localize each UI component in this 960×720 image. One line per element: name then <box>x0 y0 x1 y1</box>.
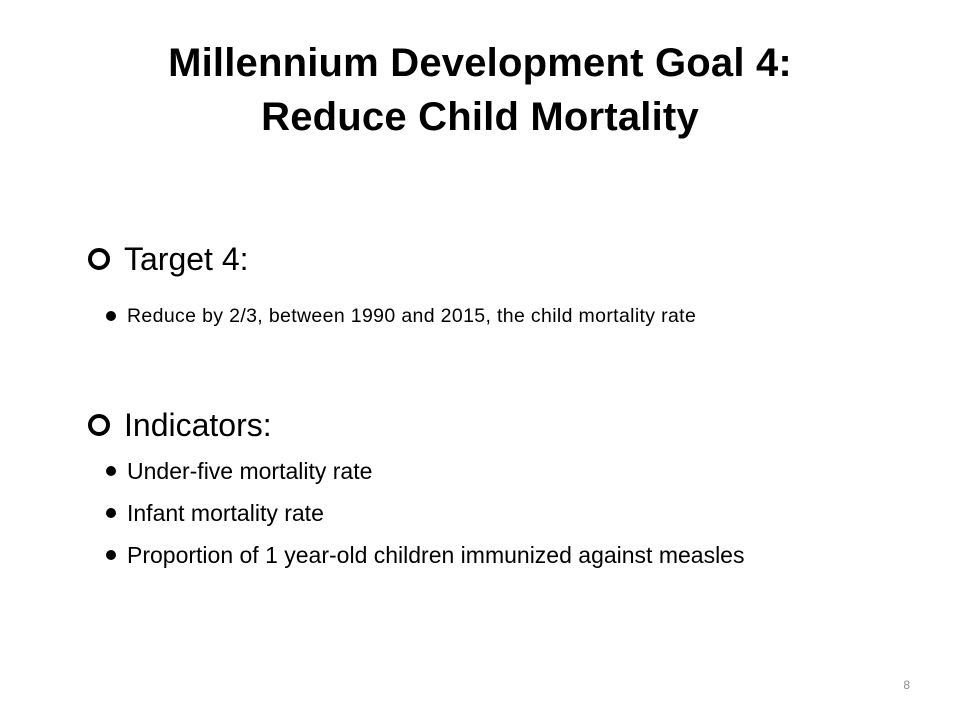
hollow-circle-bullet-icon <box>88 404 112 446</box>
target-item-text: Reduce by 2/3, between 1990 and 2015, th… <box>127 305 697 327</box>
target-list: Reduce by 2/3, between 1990 and 2015, th… <box>88 302 908 330</box>
target-heading: Target 4: <box>124 241 249 277</box>
list-item: Under-five mortality rate <box>90 454 867 488</box>
indicator-item-text: Proportion of 1 year-old children immuni… <box>127 542 745 568</box>
page-number: 8 <box>903 678 910 692</box>
target-heading-row: Target 4: <box>88 238 908 280</box>
indicators-heading: Indicators: <box>124 407 272 443</box>
filled-circle-bullet-icon <box>106 508 116 518</box>
indicator-item-text: Infant mortality rate <box>127 500 324 526</box>
indicator-item-text: Under-five mortality rate <box>127 458 373 484</box>
title-line-2: Reduce Child Mortality <box>261 95 699 139</box>
slide-title: Millennium Development Goal 4: Reduce Ch… <box>40 36 920 144</box>
filled-circle-bullet-icon <box>106 550 116 560</box>
list-item: Proportion of 1 year-old children immuni… <box>90 538 867 572</box>
list-item: Infant mortality rate <box>90 496 867 530</box>
target-section: Target 4: Reduce by 2/3, between 1990 an… <box>88 238 908 330</box>
filled-circle-bullet-icon <box>106 311 116 321</box>
indicators-section: Indicators: Under-five mortality rate In… <box>88 404 908 580</box>
hollow-circle-bullet-icon <box>88 238 112 280</box>
list-item: Reduce by 2/3, between 1990 and 2015, th… <box>90 302 908 330</box>
title-line-1: Millennium Development Goal 4: <box>168 41 792 85</box>
filled-circle-bullet-icon <box>106 466 116 476</box>
indicators-heading-row: Indicators: <box>88 404 908 446</box>
indicators-list: Under-five mortality rate Infant mortali… <box>88 454 908 572</box>
